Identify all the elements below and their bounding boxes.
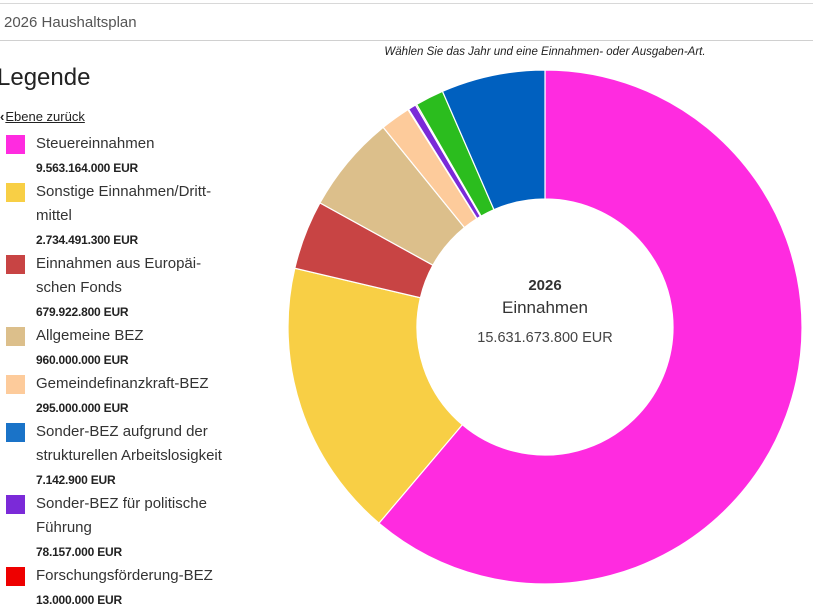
- header-bar: 2026 Haushaltsplan: [0, 4, 813, 41]
- legend-item[interactable]: Gemeindefinanzkraft-BEZ 295.000.000 EUR: [0, 372, 260, 420]
- legend-swatch: [6, 183, 25, 202]
- donut-slice[interactable]: [441, 69, 546, 211]
- legend-value: 295.000.000 EUR: [36, 401, 129, 415]
- center-total: 15.631.673.800 EUR: [477, 330, 613, 346]
- legend-label: Sonder-BEZ aufgrund der strukturellen Ar…: [36, 423, 222, 464]
- legend-item[interactable]: Steuereinnahmen 9.563.164.000 EUR: [0, 132, 260, 180]
- legend-item[interactable]: Sonder-BEZ aufgrund der strukturellen Ar…: [0, 420, 260, 492]
- chart-hint: Wählen Sie das Jahr und eine Einnahmen- …: [384, 46, 706, 58]
- legend-value: 9.563.164.000 EUR: [36, 161, 139, 175]
- legend-value: 7.142.900 EUR: [36, 473, 116, 487]
- legend-swatch: [6, 255, 25, 274]
- legend-label: Forschungsförderung-BEZ: [36, 567, 213, 584]
- legend-label: Allgemeine BEZ: [36, 327, 144, 344]
- legend-label: Einnahmen aus Europäi- schen Fonds: [36, 255, 202, 296]
- back-level-label: Ebene zurück: [5, 109, 85, 124]
- top-border: [0, 3, 813, 4]
- legend-item[interactable]: Sonstige Einnahmen/Dritt- mittel 2.734.49…: [0, 180, 260, 252]
- donut-slice[interactable]: [287, 267, 464, 525]
- chevron-left-icon: ‹: [0, 109, 5, 124]
- legend-swatch: [6, 327, 25, 346]
- legend-value: 2.734.491.300 EUR: [36, 233, 139, 247]
- legend-item[interactable]: Forschungsförderung-BEZ 13.000.000 EUR: [0, 564, 260, 612]
- legend-heading: Legende: [0, 64, 91, 91]
- legend-value: 78.157.000 EUR: [36, 545, 122, 559]
- page-title: 2026 Haushaltsplan: [4, 14, 137, 31]
- legend-label: Gemeindefinanzkraft-BEZ: [36, 375, 209, 392]
- legend-swatch: [6, 135, 25, 154]
- chart-center-label: 2026 Einnahmen 15.631.673.800 EUR: [440, 276, 650, 350]
- legend-value: 679.922.800 EUR: [36, 305, 129, 319]
- legend-item[interactable]: Sonder-BEZ für politische Führung 78.157.…: [0, 492, 260, 564]
- legend-value: 960.000.000 EUR: [36, 353, 129, 367]
- legend-swatch: [6, 495, 25, 514]
- legend-label: Steuereinnahmen: [36, 135, 155, 152]
- legend-swatch: [6, 375, 25, 394]
- legend-label: Sonstige Einnahmen/Dritt- mittel: [36, 183, 212, 224]
- legend-swatch: [6, 423, 25, 442]
- legend-swatch: [6, 567, 25, 586]
- donut-slice[interactable]: [378, 69, 803, 585]
- legend-list: Steuereinnahmen 9.563.164.000 EUR Sonstige…: [0, 132, 260, 612]
- back-level-link[interactable]: ‹Ebene zurück: [0, 109, 85, 124]
- center-type: Einnahmen: [501, 298, 588, 317]
- center-year: 2026: [528, 277, 562, 294]
- legend-label: Sonder-BEZ für politische Führung: [36, 495, 207, 536]
- legend-item[interactable]: Einnahmen aus Europäi- schen Fonds 679.92…: [0, 252, 260, 324]
- legend-item[interactable]: Allgemeine BEZ 960.000.000 EUR: [0, 324, 260, 372]
- legend-value: 13.000.000 EUR: [36, 593, 122, 607]
